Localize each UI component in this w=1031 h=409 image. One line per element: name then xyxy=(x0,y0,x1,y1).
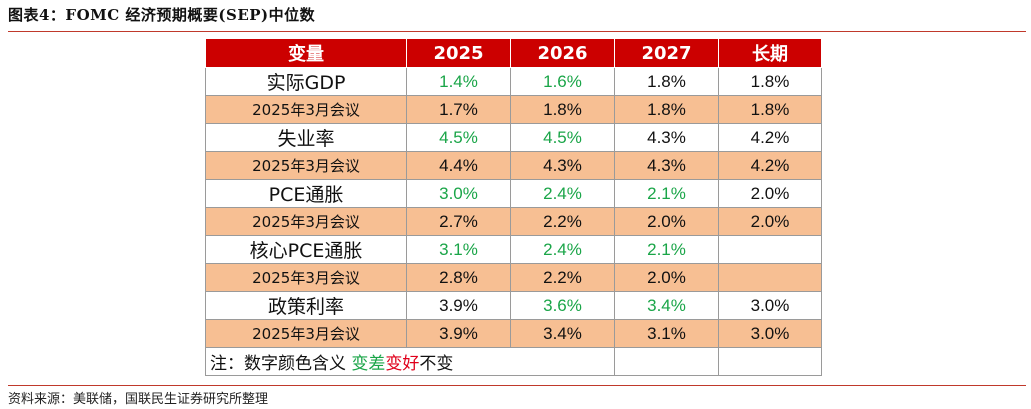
source-note: 资料来源：美联储，国联民生证券研究所整理 xyxy=(8,392,269,407)
table-cell: 1.6% xyxy=(510,67,615,96)
table-cell: 2.4% xyxy=(510,179,615,208)
table-cell: 2.8% xyxy=(406,263,511,292)
table-cell: 3.1% xyxy=(614,319,719,348)
table-cell: 2.1% xyxy=(614,179,719,208)
table-row: 2025年3月会议 3.9% 3.4% 3.1% 3.0% xyxy=(205,319,822,348)
header-row: 变量 2025 2026 2027 长期 xyxy=(205,38,822,68)
title-divider xyxy=(8,31,1026,32)
table-cell: 4.5% xyxy=(406,123,511,152)
table-cell xyxy=(718,347,822,376)
table-cell: 3.9% xyxy=(406,319,511,348)
row-label: 2025年3月会议 xyxy=(205,95,407,124)
table-cell: 2.4% xyxy=(510,235,615,264)
table-cell: 1.7% xyxy=(406,95,511,124)
table-row: 失业率 4.5% 4.5% 4.3% 4.2% xyxy=(205,123,822,152)
table-cell: 2.2% xyxy=(510,263,615,292)
table-cell: 4.3% xyxy=(614,151,719,180)
table-cell: 4.3% xyxy=(614,123,719,152)
row-label: 2025年3月会议 xyxy=(205,319,407,348)
table-cell: 2.0% xyxy=(614,263,719,292)
table-cell: 3.1% xyxy=(406,235,511,264)
note-worse: 变差 xyxy=(351,354,386,374)
table-row: 2025年3月会议 2.7% 2.2% 2.0% 2.0% xyxy=(205,207,822,236)
source-divider xyxy=(8,385,1026,386)
table-cell xyxy=(718,235,822,264)
row-label: 政策利率 xyxy=(205,291,407,320)
table-cell: 2.0% xyxy=(718,207,822,236)
legend-note-row: 注：数字颜色含义 变差变好不变 xyxy=(205,347,822,376)
row-label: 失业率 xyxy=(205,123,407,152)
table-row: 2025年3月会议 2.8% 2.2% 2.0% xyxy=(205,263,822,292)
note-prefix: 注：数字颜色含义 xyxy=(210,354,352,374)
table-row: 2025年3月会议 4.4% 4.3% 4.3% 4.2% xyxy=(205,151,822,180)
table-row: PCE通胀 3.0% 2.4% 2.1% 2.0% xyxy=(205,179,822,208)
table-row: 政策利率 3.9% 3.6% 3.4% 3.0% xyxy=(205,291,822,320)
row-label: PCE通胀 xyxy=(205,179,407,208)
table-cell: 3.0% xyxy=(718,319,822,348)
header-variable: 变量 xyxy=(205,38,407,68)
table-cell: 1.4% xyxy=(406,67,511,96)
table-cell: 2.0% xyxy=(614,207,719,236)
table-cell: 1.8% xyxy=(718,67,822,96)
header-longer-run: 长期 xyxy=(718,38,822,68)
table-cell: 2.7% xyxy=(406,207,511,236)
table-cell: 1.8% xyxy=(510,95,615,124)
row-label: 2025年3月会议 xyxy=(205,151,407,180)
table-cell: 4.4% xyxy=(406,151,511,180)
table-cell: 3.9% xyxy=(406,291,511,320)
row-label: 实际GDP xyxy=(205,67,407,96)
table-row: 实际GDP 1.4% 1.6% 1.8% 1.8% xyxy=(205,67,822,96)
header-2025: 2025 xyxy=(406,38,511,68)
figure-title: 图表4：FOMC 经济预期概要(SEP)中位数 xyxy=(8,6,316,24)
sep-median-table: 变量 2025 2026 2027 长期 实际GDP 1.4% 1.6% 1.8… xyxy=(205,38,822,376)
table-cell: 4.2% xyxy=(718,151,822,180)
note-better: 变好 xyxy=(385,354,420,374)
table-cell: 3.4% xyxy=(614,291,719,320)
note-unchanged: 不变 xyxy=(419,354,454,374)
table-cell: 2.0% xyxy=(718,179,822,208)
table-cell: 1.8% xyxy=(614,95,719,124)
table-cell: 2.1% xyxy=(614,235,719,264)
row-label: 2025年3月会议 xyxy=(205,207,407,236)
header-2027: 2027 xyxy=(614,38,719,68)
table-cell: 3.4% xyxy=(510,319,615,348)
row-label: 2025年3月会议 xyxy=(205,263,407,292)
table-cell xyxy=(614,347,719,376)
header-2026: 2026 xyxy=(510,38,615,68)
table-cell: 1.8% xyxy=(718,95,822,124)
color-legend-note: 注：数字颜色含义 变差变好不变 xyxy=(205,347,615,376)
table-row: 核心PCE通胀 3.1% 2.4% 2.1% xyxy=(205,235,822,264)
row-label: 核心PCE通胀 xyxy=(205,235,407,264)
table-cell: 3.6% xyxy=(510,291,615,320)
table-cell xyxy=(718,263,822,292)
table-cell: 2.2% xyxy=(510,207,615,236)
table-cell: 4.3% xyxy=(510,151,615,180)
table-cell: 3.0% xyxy=(718,291,822,320)
table-cell: 1.8% xyxy=(614,67,719,96)
table-cell: 3.0% xyxy=(406,179,511,208)
table-cell: 4.5% xyxy=(510,123,615,152)
table-cell: 4.2% xyxy=(718,123,822,152)
table-row: 2025年3月会议 1.7% 1.8% 1.8% 1.8% xyxy=(205,95,822,124)
